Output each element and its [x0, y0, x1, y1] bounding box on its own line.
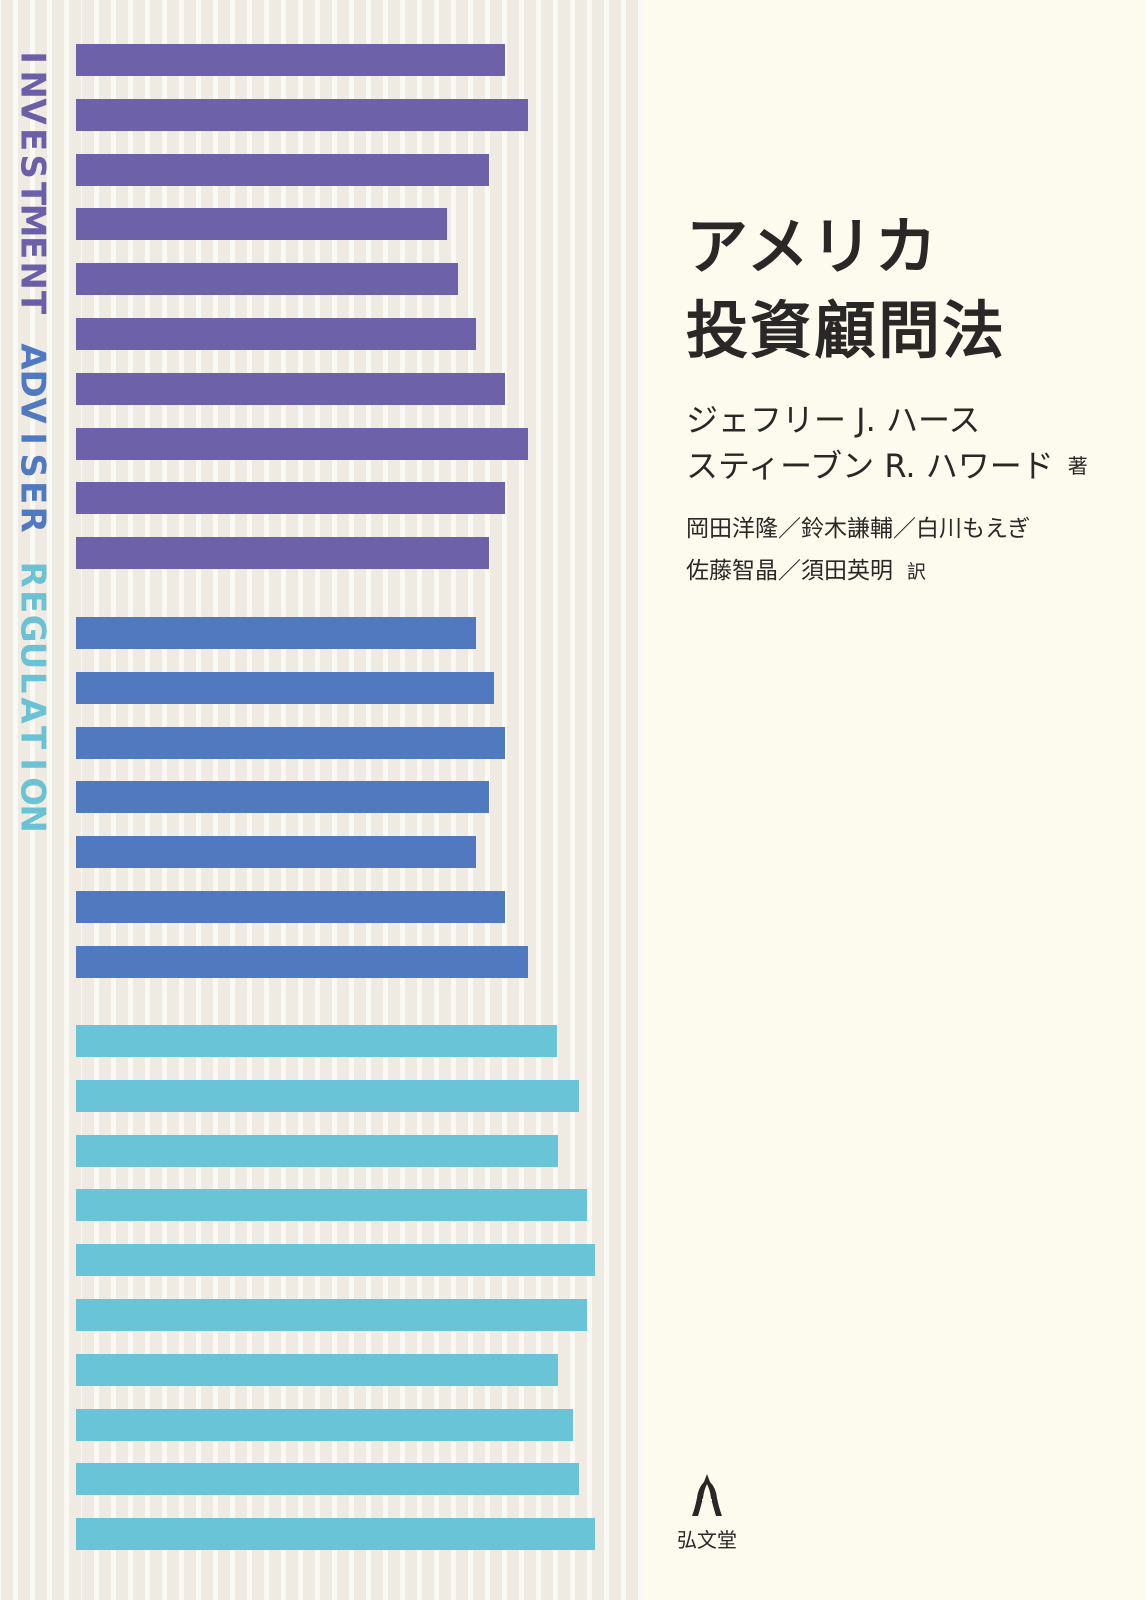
bar-3-5 — [76, 1244, 595, 1277]
book-title: アメリカ 投資顧問法 — [686, 205, 1006, 373]
bar-1-8 — [76, 427, 528, 460]
translator-names: 岡田洋隆／鈴木謙輔／白川もえぎ — [686, 516, 1031, 542]
publisher-mark: 弘文堂 — [664, 1472, 750, 1553]
bar-1-2 — [76, 98, 528, 131]
bar-1-4 — [76, 208, 447, 241]
title-line-1: アメリカ — [686, 210, 939, 283]
bar-1-1 — [76, 44, 505, 76]
bar-2-2 — [76, 671, 494, 704]
author-block: ジェフリー J. ハース スティーブン R. ハワード著 — [686, 397, 1088, 489]
translator-names: 佐藤智晶／須田英明 — [686, 558, 893, 584]
bar-2-4 — [76, 781, 489, 814]
bar-3-4 — [76, 1189, 587, 1222]
translator-names-with-role: 佐藤智晶／須田英明訳 — [686, 550, 1030, 593]
bar-2-6 — [76, 891, 505, 923]
bar-2-5 — [76, 836, 476, 869]
bar-1-9 — [76, 482, 505, 515]
bar-1-6 — [76, 318, 476, 350]
bar-2-7 — [76, 945, 528, 978]
publisher-name: 弘文堂 — [677, 1528, 737, 1552]
bar-3-10 — [76, 1518, 595, 1551]
author-role-mark: 著 — [1067, 454, 1088, 478]
bar-1-10 — [76, 537, 489, 570]
spine-letter: R — [12, 506, 53, 533]
bar-graphic — [76, 44, 595, 1551]
bar-1-5 — [76, 263, 458, 296]
spine-letter: N — [12, 804, 53, 834]
bar-2-3 — [76, 726, 505, 759]
translator-block: 岡田洋隆／鈴木謙輔／白川もえぎ 佐藤智晶／須田英明訳 — [686, 508, 1030, 593]
bar-3-8 — [76, 1408, 573, 1441]
bar-3-7 — [76, 1353, 558, 1386]
bar-1-7 — [76, 372, 505, 405]
bar-2-1 — [76, 617, 476, 649]
author-name: スティーブン R. ハワード — [686, 447, 1054, 485]
author-name-with-role: スティーブン R. ハワード著 — [686, 443, 1088, 489]
bar-3-6 — [76, 1299, 587, 1331]
author-name: ジェフリー J. ハース — [686, 401, 981, 439]
bar-3-1 — [76, 1025, 557, 1057]
bar-3-2 — [76, 1079, 579, 1112]
spine-letter: T — [12, 290, 53, 314]
bar-3-9 — [76, 1463, 579, 1496]
bar-1-3 — [76, 153, 489, 186]
translator-role-mark: 訳 — [907, 561, 927, 583]
title-line-2: 投資顧問法 — [686, 294, 1007, 367]
bar-3-3 — [76, 1134, 558, 1167]
publisher-logo-icon — [692, 1474, 722, 1516]
